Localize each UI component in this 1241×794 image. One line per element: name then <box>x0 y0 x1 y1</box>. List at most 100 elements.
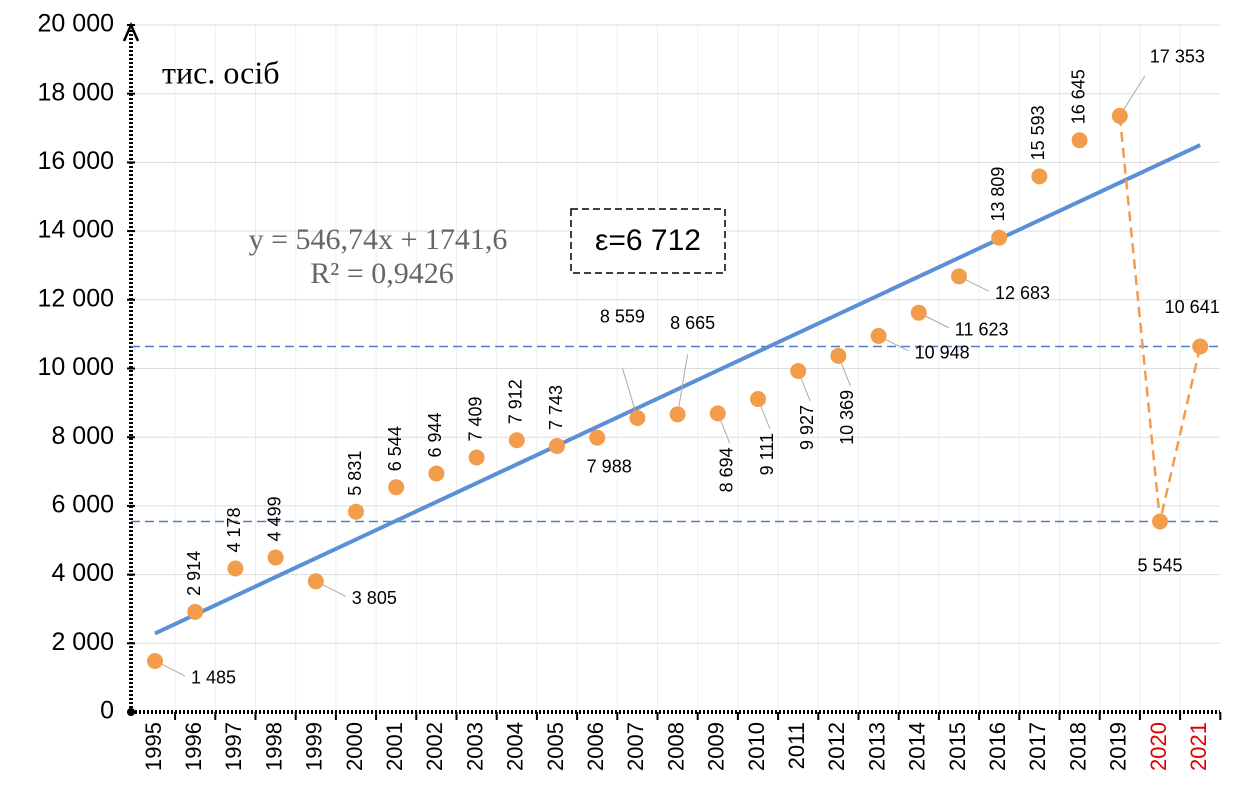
x-tick-label: 2018 <box>1065 722 1090 771</box>
data-label: 1 485 <box>191 668 236 688</box>
x-tick-label: 1999 <box>302 722 327 771</box>
y-tick-label: 12 000 <box>38 284 114 312</box>
data-point <box>991 229 1008 246</box>
data-label: 7 912 <box>506 379 526 424</box>
y-axis-arrow <box>122 21 140 42</box>
y-tick-label: 8 000 <box>51 422 114 450</box>
x-tick-label: 2014 <box>905 722 930 771</box>
data-point <box>910 304 927 321</box>
data-label: 10 369 <box>837 390 857 445</box>
leader-line <box>677 354 689 415</box>
data-label: 4 499 <box>264 496 284 541</box>
x-tick-label: 1996 <box>181 722 206 771</box>
x-tick-label: 2013 <box>864 722 889 771</box>
data-point <box>951 268 967 285</box>
y-tick-label: 20 000 <box>38 10 114 38</box>
y-tick-label: 2 000 <box>51 628 114 656</box>
x-tick-label: 2002 <box>422 722 447 771</box>
data-label: 10 641 <box>1165 297 1220 317</box>
x-tick-label: 2021 <box>1186 722 1211 771</box>
x-tick-label: 2009 <box>704 722 729 771</box>
data-label: 13 809 <box>988 167 1008 222</box>
y-tick-label: 10 000 <box>38 353 114 381</box>
data-point <box>508 432 525 449</box>
data-label: 15 593 <box>1028 105 1048 160</box>
x-tick-label: 2020 <box>1146 722 1171 771</box>
data-point <box>669 406 686 423</box>
x-tick-label: 2006 <box>583 722 608 771</box>
data-point <box>428 465 445 482</box>
x-tick-label: 2007 <box>623 722 648 771</box>
x-tick-label: 2008 <box>663 722 688 771</box>
data-label: 4 178 <box>224 507 244 552</box>
x-tick-label: 2000 <box>342 722 367 771</box>
data-point <box>589 429 606 446</box>
data-point <box>1152 513 1168 530</box>
trend-equation: y = 546,74x + 1741,6 <box>249 223 508 256</box>
x-tick-label: 1998 <box>261 722 286 771</box>
data-point <box>348 503 364 520</box>
annotation-box <box>570 208 726 274</box>
x-tick-label: 1997 <box>221 722 246 771</box>
leader-line <box>621 367 638 419</box>
y-tick-label: 14 000 <box>38 216 114 244</box>
data-label: 8 694 <box>717 447 737 492</box>
data-point <box>709 405 726 422</box>
data-label: 7 988 <box>587 456 632 476</box>
data-label: 9 927 <box>797 405 817 450</box>
x-tick-label: 2003 <box>462 722 487 771</box>
data-point <box>1192 338 1209 355</box>
x-tick-label: 2004 <box>503 722 528 771</box>
data-label: 16 645 <box>1068 69 1088 124</box>
data-label: 8 559 <box>600 307 645 327</box>
unit-label: тис. осіб <box>162 54 279 90</box>
data-point <box>549 438 565 455</box>
x-tick-label: 2011 <box>784 722 809 769</box>
data-point <box>750 391 766 408</box>
data-point <box>1071 132 1088 149</box>
data-label: 3 805 <box>352 588 397 608</box>
x-tick-label: 2019 <box>1106 722 1131 771</box>
y-tick-label: 6 000 <box>51 491 114 519</box>
y-tick-label: 16 000 <box>38 147 114 175</box>
data-label: 7 743 <box>546 385 566 430</box>
data-point <box>388 479 405 496</box>
x-tick-label: 2012 <box>824 722 849 771</box>
y-tick-label: 0 <box>100 697 114 725</box>
data-label: 11 623 <box>955 319 1009 339</box>
x-tick-label: 2016 <box>985 722 1010 771</box>
x-tick-label: 1995 <box>141 722 166 771</box>
x-tick-label: 2001 <box>382 722 407 771</box>
x-tick-label: 2015 <box>945 722 970 771</box>
data-point <box>629 409 646 426</box>
data-point <box>870 327 887 344</box>
data-label: 6 544 <box>385 426 405 471</box>
x-tick-label: 2010 <box>744 722 769 771</box>
y-tick-label: 4 000 <box>51 559 114 587</box>
x-tick-label: 2005 <box>543 722 568 771</box>
data-point <box>187 603 204 620</box>
data-point <box>307 573 324 590</box>
data-label: 5 831 <box>345 451 365 496</box>
data-point <box>1111 107 1128 124</box>
data-label: 2 914 <box>184 551 204 596</box>
data-point <box>1031 168 1048 185</box>
annotation: ε=6 712 <box>595 224 701 257</box>
data-label: 8 665 <box>670 313 715 333</box>
data-label: 10 948 <box>915 343 970 363</box>
data-label: 12 683 <box>995 283 1050 303</box>
data-point <box>830 347 847 364</box>
data-point <box>227 560 244 577</box>
data-point <box>267 549 284 566</box>
r-squared: R² = 0,9426 <box>310 257 453 290</box>
data-label: 17 353 <box>1150 47 1205 67</box>
data-point <box>468 449 485 466</box>
trend-line <box>154 143 1202 636</box>
origin-dot <box>127 708 135 716</box>
data-point <box>790 363 807 380</box>
data-label: 5 545 <box>1137 555 1182 575</box>
y-tick-label: 18 000 <box>38 78 114 106</box>
x-tick-label: 2017 <box>1025 722 1050 771</box>
data-label: 7 409 <box>465 396 485 441</box>
